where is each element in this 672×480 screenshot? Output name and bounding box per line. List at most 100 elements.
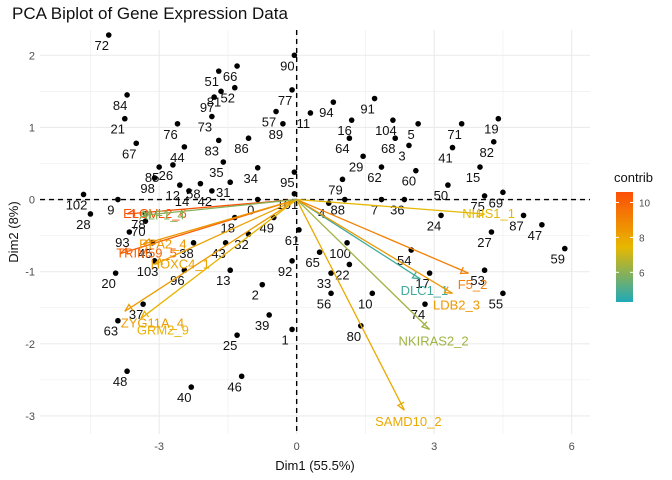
legend-tick-label: 8 <box>639 233 645 244</box>
variable-arrow-head <box>411 271 421 280</box>
individual-label: 26 <box>159 168 173 183</box>
y-tick-label: -1 <box>25 267 35 279</box>
individual-label: 53 <box>470 273 484 288</box>
individual-label: 12 <box>166 188 180 203</box>
individual-label: 21 <box>111 122 125 137</box>
individual-label: 47 <box>528 228 542 243</box>
individual-label: 49 <box>260 221 274 236</box>
individual-label: 42 <box>198 194 212 209</box>
individual-label: 16 <box>337 123 351 138</box>
individual-label: 91 <box>360 102 374 117</box>
individual-point <box>316 249 323 255</box>
individual-point <box>392 135 399 142</box>
variable-arrow-head <box>140 310 150 319</box>
y-tick-label: -3 <box>25 411 35 423</box>
individual-label: 48 <box>113 374 127 389</box>
x-tick-label: 6 <box>569 441 575 453</box>
variable-arrow-head <box>126 208 136 217</box>
individual-point <box>254 164 261 171</box>
individual-point <box>561 245 568 252</box>
individual-point <box>133 140 140 147</box>
individual-point <box>238 373 245 380</box>
individual-label: 60 <box>402 174 416 189</box>
individual-point <box>176 182 183 188</box>
individual-point <box>413 167 419 174</box>
variable-arrow-head <box>396 401 405 411</box>
variable-arrow-line <box>124 198 298 312</box>
individual-label: 69 <box>489 195 503 210</box>
legend-tick-label: 10 <box>639 198 651 209</box>
individual-label: 104 <box>375 123 397 138</box>
individual-label: 94 <box>319 105 333 120</box>
individual-point <box>438 212 444 219</box>
individual-label: 52 <box>221 91 235 106</box>
individual-label: 51 <box>205 74 219 89</box>
individual-label: 65 <box>305 255 319 270</box>
individual-label: 79 <box>328 182 342 197</box>
individual-label: 77 <box>278 93 292 108</box>
individual-point <box>280 120 286 127</box>
individual-point <box>488 229 495 235</box>
individual-point <box>254 196 261 203</box>
individual-label: 89 <box>269 127 283 142</box>
variable-label: F5_2 <box>458 277 488 292</box>
individual-point <box>415 120 421 127</box>
y-tick-label: 2 <box>29 50 35 62</box>
variable-arrow-line <box>296 198 453 294</box>
individual-point <box>520 212 527 219</box>
individual-label: 92 <box>278 264 292 279</box>
individual-label: 74 <box>411 307 425 322</box>
individual-label: 5 <box>408 127 415 142</box>
individual-point <box>406 142 412 149</box>
individual-label: 24 <box>427 218 441 233</box>
individual-label: 82 <box>480 145 494 160</box>
variable-arrow-line <box>140 199 298 320</box>
variable-arrow-head <box>124 303 134 312</box>
variable-label: ZYG11A_4 <box>121 315 184 330</box>
y-tick-label: 1 <box>29 122 35 134</box>
individual-label: 54 <box>397 253 411 268</box>
x-axis-label: Dim1 (55.5%) <box>275 458 354 473</box>
individual-label: 45 <box>138 246 152 261</box>
individual-label: 3 <box>398 148 405 163</box>
variable-label: HOXC4_1 <box>151 256 210 271</box>
variable-arrow-line <box>142 198 297 245</box>
variable-label: TRIM59_5 <box>116 246 177 261</box>
individual-label: 2 <box>252 288 259 303</box>
variable-arrow-line <box>154 198 297 266</box>
contrib-legend: contrib 6 8 10 <box>614 170 653 302</box>
individual-label: 59 <box>551 252 565 267</box>
individual-point <box>339 176 346 183</box>
individual-point <box>500 189 506 196</box>
individual-point <box>115 317 121 324</box>
individual-label: 0 <box>247 203 254 218</box>
variable-arrow-head <box>154 257 164 265</box>
individual-label: 55 <box>489 296 503 311</box>
individual-point <box>490 139 497 145</box>
individual-label: 102 <box>66 197 88 212</box>
variable-arrow-line <box>296 198 485 215</box>
individual-label: 9 <box>107 203 114 218</box>
individual-label: 67 <box>122 146 136 161</box>
individual-label: 39 <box>255 318 269 333</box>
individual-point <box>344 240 350 246</box>
individual-label: 62 <box>367 170 381 185</box>
individual-label: 90 <box>280 58 294 73</box>
x-tick-label: 3 <box>431 441 437 453</box>
variable-label: LDB2_3 <box>433 297 480 312</box>
individual-point <box>401 196 408 203</box>
variable-label: NKIRAS2_2 <box>399 333 469 348</box>
individual-label: 50 <box>434 188 448 203</box>
individual-label: 88 <box>331 203 345 218</box>
individual-point <box>234 332 240 338</box>
y-tick-label: -2 <box>25 339 35 351</box>
individual-point <box>296 227 302 233</box>
individual-point <box>330 99 337 105</box>
individual-label: 81 <box>207 94 221 109</box>
individual-point <box>289 87 295 93</box>
individual-label: 72 <box>95 38 109 53</box>
variable-arrow-line <box>143 198 297 217</box>
individual-point <box>151 175 158 181</box>
individual-point <box>328 290 334 297</box>
